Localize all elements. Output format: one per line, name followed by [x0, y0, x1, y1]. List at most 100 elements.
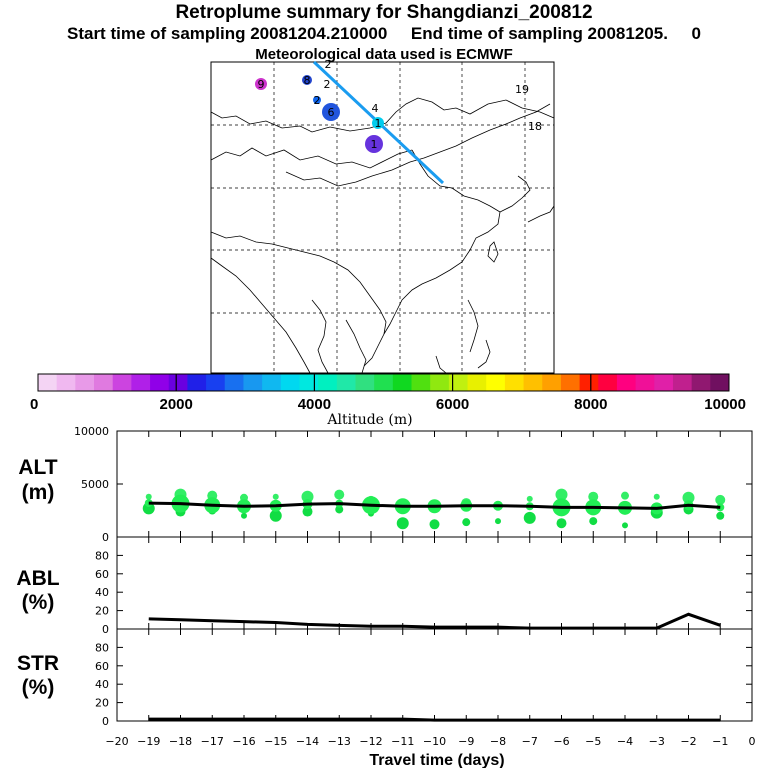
colorbar-swatch [336, 374, 356, 391]
alt-scatter-point [589, 517, 598, 526]
y-tick-label: 20 [95, 697, 109, 710]
map-marker-label-3: 2 [324, 78, 331, 91]
alt-scatter-point [272, 493, 279, 500]
alt-scatter-point [653, 493, 660, 500]
map-marker-2 [302, 75, 312, 85]
colorbar-swatch [56, 374, 76, 391]
alt-scatter-point [621, 491, 629, 500]
colorbar-swatch [206, 374, 226, 391]
x-tick-label: −4 [617, 735, 633, 748]
colorbar-swatch [224, 374, 244, 391]
x-tick-label: −9 [458, 735, 474, 748]
colorbar-tick-label: 10000 [704, 396, 746, 413]
colorbar-swatch [38, 374, 58, 391]
y-tick-label: 40 [95, 586, 109, 599]
alt-scatter-point [495, 518, 501, 525]
alt-scatter-point [523, 511, 536, 524]
map-marker-5 [313, 96, 321, 104]
abl-series-line [148, 612, 721, 630]
x-tick-label: −12 [359, 735, 382, 748]
x-tick-label: −16 [232, 735, 255, 748]
map-marker-label-10: 19 [515, 83, 529, 96]
y-tick-label: 80 [95, 549, 109, 562]
alt-panel-label: ALT [18, 456, 57, 479]
x-tick-label: −14 [296, 735, 319, 748]
str-panel-label: STR [17, 652, 59, 675]
alt-scatter-point [526, 495, 533, 502]
y-tick-label: 60 [95, 660, 109, 673]
colorbar-swatch [131, 374, 151, 391]
x-tick-label: −17 [201, 735, 224, 748]
x-tick-label: −5 [585, 735, 601, 748]
colorbar-tick-label: 6000 [436, 396, 469, 413]
abl-panel-unit: (%) [22, 591, 55, 614]
colorbar-swatch [523, 374, 543, 391]
map-marker-label-11: 18 [528, 120, 542, 133]
y-tick-label: 10000 [74, 425, 109, 438]
x-tick-label: −7 [522, 735, 538, 748]
colorbar-tick-label: 2000 [160, 396, 193, 413]
y-tick-label: 60 [95, 568, 109, 581]
colorbar-swatch [168, 374, 188, 391]
alt-scatter-point [241, 512, 247, 519]
alt-scatter-point [145, 493, 152, 500]
colorbar-swatch [654, 374, 674, 391]
map-marker-6 [322, 103, 340, 121]
x-tick-label: −10 [423, 735, 446, 748]
colorbar-swatch [672, 374, 693, 391]
alt-scatter-point [682, 491, 695, 504]
colorbar-swatch [579, 374, 599, 391]
alt-series-line [148, 501, 721, 510]
map-marker-label-7: 4 [372, 102, 379, 115]
colorbar-swatch [560, 374, 581, 391]
map-marker-label-1: 9 [258, 78, 265, 91]
colorbar-swatch [280, 374, 300, 391]
chart-title: Retroplume summary for Shangdianzi_20081… [175, 2, 593, 23]
colorbar-swatch [467, 374, 487, 391]
map-marker-label-4: 2 [325, 58, 332, 71]
alt-scatter-point [269, 509, 282, 522]
alt-scatter-point [334, 489, 345, 500]
colorbar-tick-label: 4000 [298, 396, 331, 413]
str-series-line [148, 717, 721, 722]
alt-scatter-point [302, 506, 313, 517]
alt-scatter-point [429, 519, 440, 530]
x-tick-label: −1 [712, 735, 728, 748]
map-marker-8 [372, 117, 384, 129]
y-tick-label: 80 [95, 641, 109, 654]
colorbar-swatch [150, 374, 170, 391]
colorbar-swatch [411, 374, 431, 391]
x-tick-label: −3 [649, 735, 665, 748]
colorbar-tick-label: 8000 [574, 396, 607, 413]
y-tick-label: 0 [102, 715, 109, 728]
map-frame [210, 61, 555, 374]
alt-scatter-point [588, 491, 599, 502]
x-tick-label: 0 [749, 735, 756, 748]
x-tick-label: −19 [137, 735, 160, 748]
alt-scatter-point [622, 522, 628, 529]
colorbar-swatch [299, 374, 319, 391]
x-tick-label: −20 [105, 735, 128, 748]
y-tick-label: 0 [102, 531, 109, 544]
map-marker-label-5: 2 [314, 94, 321, 107]
altitude-colorbar: 0 2000 4000 6000 8000 10000 [30, 373, 746, 413]
x-tick-label: −8 [490, 735, 506, 748]
map-marker-9 [365, 135, 383, 153]
colorbar-swatch [112, 374, 132, 391]
y-tick-label: 40 [95, 678, 109, 691]
map-coastlines [210, 97, 555, 374]
x-tick-label: −11 [391, 735, 414, 748]
map-graticule [211, 62, 554, 373]
panel-frame [116, 536, 753, 630]
colorbar-swatch [448, 374, 469, 391]
alt-scatter-point [715, 494, 726, 505]
time-series-panels: −20 −19 −18 −17 −16 −15 −14 −13 −12 −11 −10 −9 −8 −7−… [74, 425, 756, 748]
colorbar-swatch [504, 374, 525, 391]
y-tick-label: 0 [102, 623, 109, 636]
map-marker-label-8: 1 [375, 117, 382, 130]
map-marker-label-6: 6 [328, 106, 335, 119]
colorbar-swatch [75, 374, 95, 391]
